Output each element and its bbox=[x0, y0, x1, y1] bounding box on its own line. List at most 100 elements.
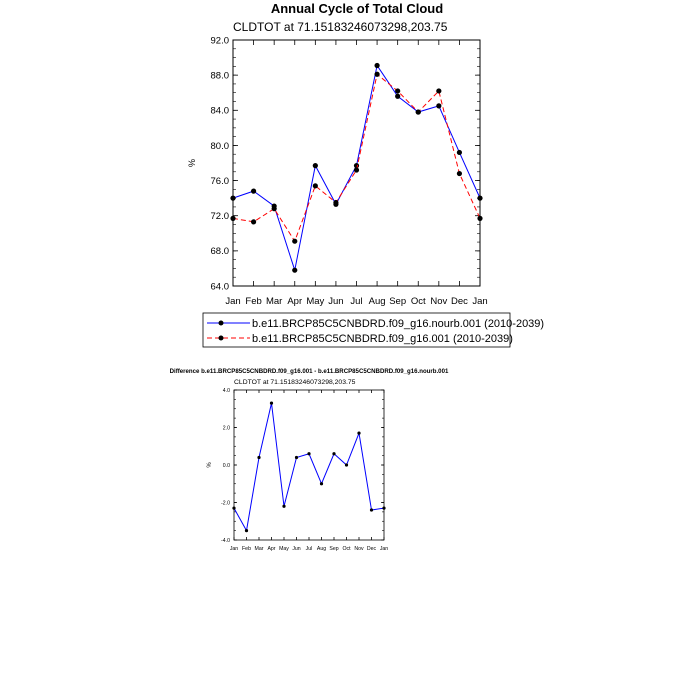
diff-chart-title: Difference b.e11.BRCP85C5CNBDRD.f09_g16.… bbox=[170, 368, 449, 375]
diff-x-tick-labels: Jan Feb Mar Apr May Jun Jul Aug Sep Oct Nov Dec Jan bbox=[230, 546, 388, 552]
main-ytick-label-5: 84.0 bbox=[211, 106, 230, 117]
diff-series-0-point-11 bbox=[369, 508, 374, 512]
main-xtick-label-0: Jan bbox=[225, 296, 240, 307]
diff-y-tick-labels: -4.0 -2.0 0.0 2.0 4.0 bbox=[221, 388, 230, 544]
main-ytick-label-1: 68.0 bbox=[211, 246, 230, 257]
main-series-0-point-0 bbox=[230, 195, 236, 201]
diff-xtick-label-5: Jun bbox=[292, 546, 300, 552]
diff-ytick-label-4: 4.0 bbox=[223, 388, 230, 394]
diff-xtick-label-1: Feb bbox=[242, 546, 251, 552]
main-series-1-point-6 bbox=[353, 167, 360, 173]
main-series-1-point-12 bbox=[477, 215, 483, 221]
diff-series-0-point-9 bbox=[344, 463, 349, 467]
main-ytick-label-7: 92.0 bbox=[211, 35, 230, 46]
diff-ytick-label-1: -2.0 bbox=[221, 500, 230, 506]
diff-series-0-point-4 bbox=[282, 504, 286, 508]
main-series-0-point-4 bbox=[312, 163, 318, 169]
main-series-layer bbox=[230, 62, 483, 273]
main-axis-ticks bbox=[232, 39, 481, 287]
diff-xtick-label-7: Aug bbox=[317, 546, 326, 552]
legend-box bbox=[202, 312, 511, 348]
main-xtick-label-2: Mar bbox=[266, 296, 282, 307]
diff-xtick-label-0: Jan bbox=[230, 546, 238, 552]
main-series-1-point-8 bbox=[395, 88, 401, 94]
main-series-1-point-5 bbox=[333, 199, 339, 206]
main-series-0-point-11 bbox=[456, 149, 463, 156]
main-series-0-point-10 bbox=[436, 103, 442, 109]
diff-series-0-point-6 bbox=[307, 452, 311, 456]
diff-series-0-point-0 bbox=[232, 506, 236, 510]
main-xtick-label-5: Jun bbox=[328, 296, 343, 307]
main-xtick-label-3: Apr bbox=[287, 296, 302, 307]
main-xtick-label-6: Jul bbox=[350, 296, 362, 307]
diff-plot-frame bbox=[233, 389, 385, 541]
main-series-1-point-4 bbox=[312, 183, 318, 189]
main-series-0-point-1 bbox=[250, 188, 257, 194]
main-series-1-point-11 bbox=[456, 170, 463, 177]
main-series-1-point-1 bbox=[250, 219, 257, 225]
legend-label-series-a: b.e11.BRCP85C5CNBDRD.f09_g16.nourb.001 (… bbox=[252, 318, 544, 330]
diff-series-0-point-5 bbox=[294, 455, 299, 460]
diff-series-0-point-7 bbox=[319, 482, 324, 486]
diff-series-0-point-10 bbox=[357, 431, 361, 435]
main-ytick-label-6: 88.0 bbox=[211, 70, 230, 81]
main-xtick-label-7: Aug bbox=[369, 296, 386, 307]
legend-label-series-b: b.e11.BRCP85C5CNBDRD.f09_g16.001 (2010-2… bbox=[252, 333, 513, 345]
diff-xtick-label-12: Jan bbox=[380, 546, 388, 552]
main-series-0-point-8 bbox=[395, 93, 401, 99]
diff-series-line-0 bbox=[233, 403, 385, 533]
main-series-1-point-7 bbox=[374, 71, 380, 77]
main-xtick-label-12: Jan bbox=[472, 296, 487, 307]
main-xtick-label-11: Dec bbox=[451, 296, 468, 307]
diff-xtick-label-6: Jul bbox=[306, 546, 313, 552]
main-series-1-point-0 bbox=[230, 215, 236, 221]
main-xtick-label-10: Nov bbox=[430, 296, 447, 307]
main-series-line-1 bbox=[232, 73, 481, 243]
diff-xtick-label-4: May bbox=[279, 546, 289, 552]
diff-chart-subtitle: CLDTOT at 71.15183246073298,203.75 bbox=[234, 379, 356, 386]
main-ytick-label-3: 76.0 bbox=[211, 176, 230, 187]
main-series-0-point-3 bbox=[292, 267, 298, 273]
main-xtick-label-1: Feb bbox=[245, 296, 261, 307]
diff-series-0-point-8 bbox=[332, 452, 336, 456]
diff-xtick-label-2: Mar bbox=[255, 546, 264, 552]
main-series-1-point-2 bbox=[271, 206, 277, 212]
diff-xtick-label-10: Nov bbox=[354, 546, 364, 552]
diff-series-0-point-2 bbox=[257, 455, 261, 460]
diff-xtick-label-8: Sep bbox=[329, 546, 338, 552]
diff-series-0-point-1 bbox=[244, 529, 249, 533]
main-x-tick-labels: Jan Feb Mar Apr May Jun Jul Aug Sep Oct Nov Dec Jan bbox=[225, 296, 487, 307]
main-series-0-point-6 bbox=[353, 163, 360, 169]
main-ytick-label-2: 72.0 bbox=[211, 211, 230, 222]
diff-series-layer bbox=[232, 401, 386, 533]
main-series-0-point-7 bbox=[374, 62, 380, 69]
main-chart-subtitle: CLDTOT at 71.15183246073298,203.75 bbox=[233, 20, 448, 34]
main-ytick-label-4: 80.0 bbox=[211, 141, 230, 152]
main-chart-title: Annual Cycle of Total Cloud bbox=[271, 1, 443, 16]
main-y-tick-labels: 64.0 68.0 72.0 76.0 80.0 84.0 88.0 92.0 bbox=[211, 35, 230, 292]
main-series-1-point-3 bbox=[292, 238, 298, 244]
main-series-1-point-10 bbox=[436, 88, 442, 94]
main-series-1-point-9 bbox=[415, 109, 421, 115]
diff-ytick-label-2: 0.0 bbox=[223, 463, 230, 469]
main-xtick-label-4: May bbox=[306, 296, 324, 307]
diff-ytick-label-0: -4.0 bbox=[221, 538, 230, 544]
main-xtick-label-8: Sep bbox=[389, 296, 406, 307]
legend-marker-series-b bbox=[218, 335, 224, 341]
diff-xtick-label-11: Dec bbox=[367, 546, 377, 552]
main-ytick-label-0: 64.0 bbox=[211, 281, 230, 292]
diff-axis-ticks bbox=[233, 389, 385, 541]
diff-series-0-point-12 bbox=[382, 506, 386, 510]
diff-ytick-label-3: 2.0 bbox=[223, 425, 230, 431]
legend: b.e11.BRCP85C5CNBDRD.f09_g16.nourb.001 (… bbox=[202, 312, 544, 348]
main-plot-frame bbox=[232, 39, 481, 287]
diff-xtick-label-9: Oct bbox=[342, 546, 351, 552]
diff-series-0-point-3 bbox=[269, 401, 274, 405]
legend-marker-series-a bbox=[218, 320, 224, 326]
main-series-0-point-12 bbox=[477, 195, 483, 201]
main-chart-ylabel: % bbox=[187, 159, 197, 167]
main-xtick-label-9: Oct bbox=[411, 296, 426, 307]
diff-chart-ylabel: % bbox=[207, 462, 213, 468]
diff-xtick-label-3: Apr bbox=[267, 546, 275, 552]
